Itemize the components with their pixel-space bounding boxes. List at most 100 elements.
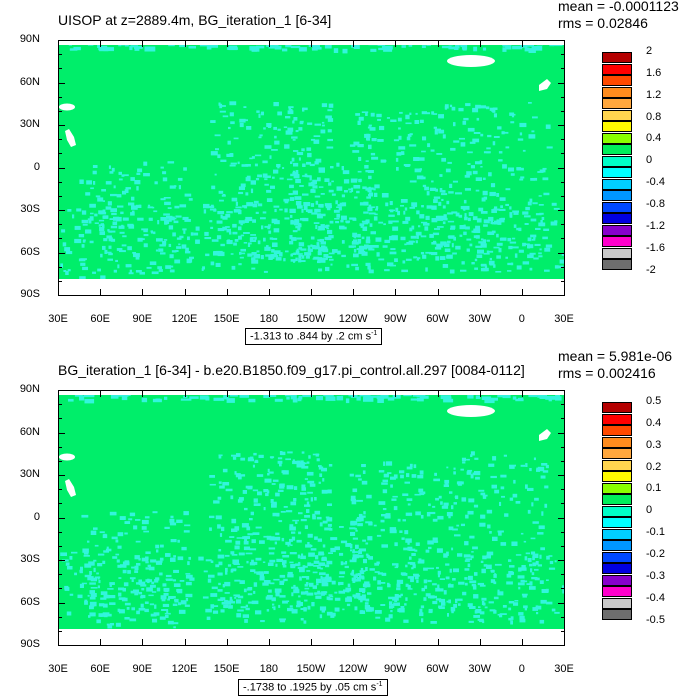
- anomaly-patch: [289, 526, 296, 531]
- anomaly-patch: [247, 253, 253, 257]
- anomaly-patch: [263, 270, 268, 273]
- anomaly-patch: [452, 578, 456, 581]
- anomaly-patch: [307, 211, 313, 214]
- x-tick: [226, 41, 228, 47]
- y-minor-tick: [561, 404, 564, 406]
- anomaly-patch: [209, 220, 213, 223]
- anomaly-patch: [141, 519, 149, 525]
- anomaly-patch: [484, 399, 495, 404]
- anomaly-patch: [118, 609, 125, 614]
- anomaly-patch: [398, 127, 401, 130]
- anomaly-patch: [531, 46, 543, 51]
- anomaly-patch: [237, 609, 244, 612]
- anomaly-patch: [249, 518, 253, 521]
- anomaly-patch: [458, 137, 465, 140]
- anomaly-patch: [248, 601, 255, 604]
- anomaly-patch: [513, 224, 517, 228]
- x-tick: [353, 391, 355, 397]
- y-tick-label: 90N: [19, 383, 40, 395]
- anomaly-patch: [509, 206, 512, 210]
- anomaly-patch: [527, 237, 532, 242]
- anomaly-patch: [274, 135, 277, 139]
- anomaly-patch: [115, 622, 121, 627]
- anomaly-patch: [421, 221, 428, 224]
- anomaly-patch: [301, 487, 306, 491]
- legend-label: 0.1: [646, 482, 662, 495]
- anomaly-patch: [95, 195, 101, 198]
- anomaly-patch: [489, 264, 494, 266]
- anomaly-patch: [392, 563, 399, 566]
- anomaly-patch: [226, 240, 233, 245]
- anomaly-patch: [500, 205, 503, 208]
- anomaly-patch: [258, 454, 264, 458]
- anomaly-patch: [145, 567, 151, 570]
- anomaly-patch: [145, 579, 152, 583]
- anomaly-patch: [107, 588, 114, 590]
- anomaly-patch: [306, 592, 314, 596]
- anomaly-patch: [520, 567, 527, 571]
- anomaly-patch: [283, 578, 288, 582]
- y-tick: [558, 295, 564, 296]
- greenland-mask: [447, 55, 495, 67]
- anomaly-patch: [224, 554, 230, 557]
- anomaly-patch: [145, 561, 149, 564]
- anomaly-patch: [475, 476, 480, 480]
- anomaly-patch: [533, 457, 536, 461]
- anomaly-patch: [487, 134, 492, 138]
- anomaly-patch: [290, 544, 293, 546]
- anomaly-patch: [389, 527, 397, 531]
- anomaly-patch: [113, 185, 116, 189]
- anomaly-patch: [404, 243, 407, 246]
- anomaly-patch: [173, 217, 177, 220]
- anomaly-patch: [185, 573, 191, 575]
- anomaly-patch: [293, 589, 300, 594]
- legend-swatch: [602, 52, 632, 63]
- anomaly-patch: [219, 199, 224, 202]
- anomaly-patch: [297, 226, 301, 231]
- anomaly-patch: [482, 267, 489, 272]
- anomaly-patch: [361, 236, 365, 240]
- anomaly-patch: [351, 577, 357, 581]
- anomaly-patch: [434, 246, 442, 250]
- anomaly-patch: [499, 197, 506, 201]
- y-minor-tick: [59, 460, 62, 462]
- anomaly-patch: [103, 603, 108, 608]
- anomaly-patch: [252, 47, 260, 52]
- legend-swatch: [602, 224, 632, 236]
- anomaly-patch: [312, 571, 318, 574]
- anomaly-patch: [262, 160, 268, 164]
- anomaly-patch: [267, 473, 270, 476]
- anomaly-patch: [494, 220, 499, 225]
- anomaly-patch: [414, 549, 418, 552]
- anomaly-patch: [279, 574, 286, 578]
- anomaly-patch: [316, 578, 322, 584]
- legend-swatch: [602, 201, 632, 213]
- map-plot: [58, 390, 565, 646]
- anomaly-patch: [152, 206, 155, 209]
- anomaly-patch: [543, 192, 550, 196]
- anomaly-patch: [304, 599, 308, 602]
- anomaly-patch: [204, 237, 212, 240]
- anomaly-patch: [501, 131, 509, 134]
- anomaly-patch: [317, 260, 321, 264]
- anomaly-patch: [135, 540, 141, 543]
- anomaly-patch: [481, 238, 484, 241]
- anomaly-patch: [230, 551, 235, 555]
- anomaly-patch: [133, 525, 138, 530]
- legend-swatch: [602, 471, 632, 482]
- anomaly-patch: [100, 253, 103, 258]
- anomaly-patch: [370, 112, 375, 117]
- anomaly-patch: [107, 624, 113, 629]
- anomaly-patch: [160, 544, 164, 548]
- anomaly-patch: [375, 206, 379, 209]
- anomaly-patch: [396, 579, 404, 584]
- anomaly-patch: [248, 242, 252, 245]
- anomaly-patch: [341, 194, 345, 198]
- y-tick: [59, 602, 65, 604]
- anomaly-patch: [431, 252, 438, 256]
- anomaly-patch: [365, 521, 373, 524]
- anomaly-patch: [339, 526, 344, 528]
- anomaly-patch: [516, 265, 522, 270]
- anomaly-patch: [548, 396, 552, 402]
- anomaly-patch: [321, 124, 325, 127]
